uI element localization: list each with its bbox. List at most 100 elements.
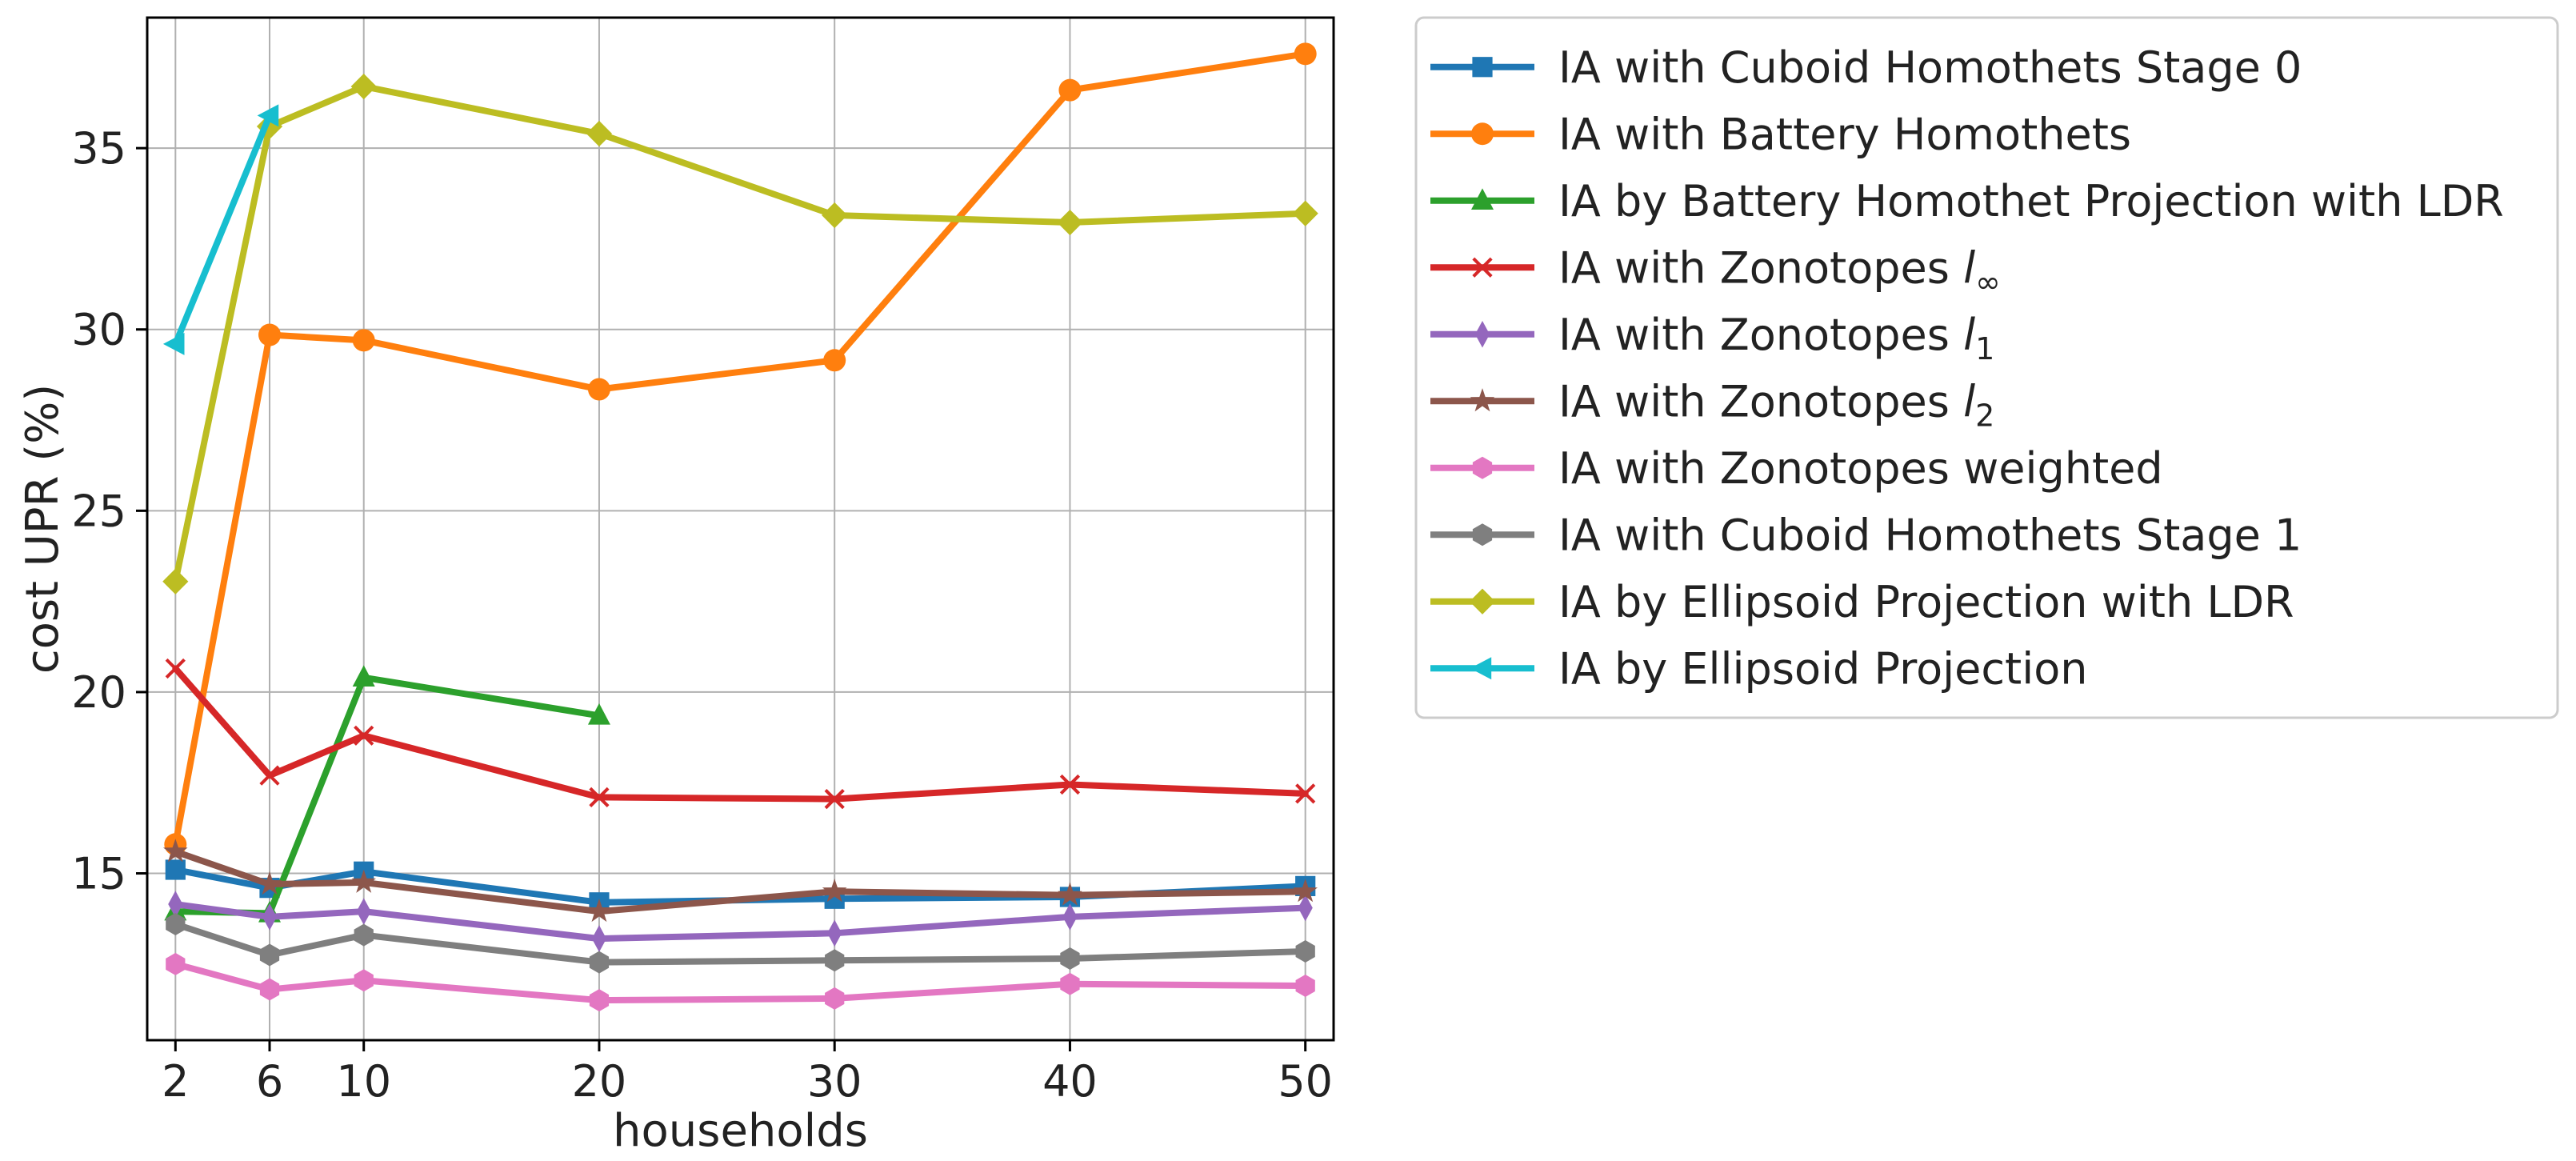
data-point (1062, 903, 1078, 931)
data-point (165, 658, 186, 679)
legend-marker (1471, 122, 1494, 146)
data-point (1295, 939, 1315, 963)
legend-label-text: IA by Battery Homothet Projection with L… (1558, 176, 2504, 226)
data-point (1295, 783, 1316, 804)
x-tick-label: 50 (1278, 1056, 1333, 1107)
legend-entry: IA with Cuboid Homothets Stage 0 (1430, 42, 2302, 93)
legend-label-text: IA with Zonotopes (1558, 376, 1963, 426)
series-line (172, 674, 602, 917)
data-point (258, 323, 282, 346)
y-tick-label: 35 (71, 123, 126, 174)
series-line (172, 960, 1309, 1004)
legend-label-text: IA with Cuboid Homothets Stage 0 (1558, 42, 2302, 93)
x-marker-stroke (259, 765, 280, 786)
data-point (356, 898, 371, 925)
data-point (822, 879, 847, 903)
data-point (824, 789, 845, 810)
data-point (162, 332, 185, 355)
x-marker-stroke (354, 725, 374, 746)
data-point (825, 949, 845, 972)
data-point (589, 951, 610, 974)
legend-label-text: IA with Zonotopes weighted (1558, 443, 2163, 494)
data-point (166, 952, 186, 975)
series-4 (168, 891, 1313, 952)
data-point (822, 202, 848, 229)
data-point (352, 665, 375, 687)
data-point (591, 925, 607, 952)
data-point (354, 923, 374, 947)
grid-lines (147, 18, 1334, 1040)
series-line (172, 83, 1309, 585)
data-point (1060, 947, 1080, 971)
x-marker-stroke (1472, 257, 1493, 278)
data-point (262, 903, 278, 931)
data-point (354, 725, 374, 746)
series-9 (162, 104, 279, 355)
data-point (259, 943, 280, 967)
series-layer (162, 42, 1318, 1012)
legend-label-text: IA with Zonotopes (1558, 242, 1963, 293)
legend-label-symbol: l (1963, 242, 1975, 293)
legend-label: IA with Cuboid Homothets Stage 0 (1558, 42, 2302, 93)
x-marker-stroke (1059, 774, 1081, 795)
series-8 (162, 74, 1318, 595)
series-5 (162, 839, 1318, 923)
legend-marker (1472, 523, 1493, 546)
legend-label-subscript: ∞ (1975, 264, 2001, 299)
y-tick-label: 20 (71, 667, 126, 718)
data-point (589, 787, 610, 807)
legend-entry: IA with Battery Homothets (1430, 109, 2131, 159)
legend-label-subscript: 1 (1975, 331, 1994, 366)
data-point (354, 969, 374, 992)
data-point (257, 104, 279, 127)
data-point (823, 349, 846, 372)
series-7 (166, 912, 1315, 974)
data-point (259, 765, 280, 786)
x-marker-stroke (1295, 783, 1316, 804)
legend-label: IA with Zonotopes l1 (1558, 310, 1994, 366)
series-line (172, 112, 274, 347)
legend-marker (1470, 388, 1495, 412)
data-point (350, 74, 377, 100)
data-point (1060, 972, 1080, 995)
legend-label-text: IA by Ellipsoid Projection (1558, 643, 2087, 694)
x-marker-stroke (824, 789, 845, 810)
y-tick-label: 25 (71, 486, 126, 536)
legend-label: IA with Zonotopes l∞ (1558, 242, 2001, 299)
data-point (1292, 200, 1318, 226)
legend-label: IA with Zonotopes weighted (1558, 443, 2163, 494)
legend-marker (1470, 657, 1492, 680)
x-tick-label: 2 (162, 1056, 189, 1107)
data-point (587, 378, 610, 401)
x-marker-stroke (165, 658, 186, 679)
data-point (825, 987, 845, 1010)
data-point (165, 859, 186, 880)
legend-label-subscript: 2 (1975, 398, 1994, 433)
legend-entry: IA with Zonotopes l2 (1430, 376, 1994, 433)
legend-entry: IA with Zonotopes l1 (1430, 310, 1994, 366)
x-tick-label: 20 (572, 1056, 627, 1107)
data-point (586, 120, 613, 147)
data-point (827, 919, 842, 947)
series-line (172, 920, 1309, 966)
legend-marker (1472, 57, 1493, 78)
legend-marker (1472, 257, 1493, 278)
legend-entry: IA with Cuboid Homothets Stage 1 (1430, 510, 2302, 560)
legend-entry: IA with Zonotopes weighted (1430, 443, 2163, 494)
legend: IA with Cuboid Homothets Stage 0 IA with … (1414, 16, 2559, 719)
y-tick-label: 30 (71, 305, 126, 355)
data-point (162, 839, 188, 863)
plot-area-frame (146, 16, 1335, 1042)
y-axis-label: cost UPR (%) (17, 384, 69, 674)
legend-label: IA by Ellipsoid Projection with LDR (1558, 577, 2294, 627)
series-6 (166, 952, 1315, 1012)
x-marker-stroke (589, 787, 610, 807)
data-point (352, 329, 375, 352)
data-point (162, 568, 189, 595)
data-point (1058, 882, 1082, 906)
legend-label-text: IA with Battery Homothets (1558, 109, 2131, 159)
data-point (166, 912, 186, 935)
legend-label: IA with Zonotopes l2 (1558, 376, 1994, 433)
x-tick-label: 10 (336, 1056, 391, 1107)
